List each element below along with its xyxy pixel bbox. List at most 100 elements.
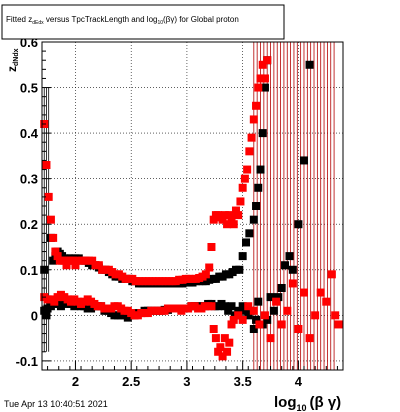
data-point: [62, 261, 71, 270]
data-point: [238, 302, 247, 311]
data-point: [322, 297, 331, 306]
data-point: [269, 306, 278, 315]
data-point: [94, 261, 103, 270]
data-point: [285, 252, 294, 261]
title-box: Fitted zdEdx versus TpcTrackLength and l…: [1, 4, 285, 40]
title-box-frame: [1, 4, 285, 40]
data-point: [207, 302, 216, 311]
data-point: [42, 161, 51, 169]
data-point: [288, 265, 297, 274]
data-point: [244, 302, 253, 311]
data-point: [258, 129, 267, 138]
data-point: [227, 213, 236, 222]
data-point: [211, 334, 220, 343]
data-point: [263, 56, 272, 65]
data-point: [334, 320, 343, 329]
data-point: [272, 297, 281, 306]
data-point: [224, 306, 233, 315]
data-point: [209, 215, 218, 224]
data-point: [316, 288, 325, 297]
data-point: [252, 101, 261, 110]
data-point: [260, 83, 269, 92]
data-point: [201, 270, 210, 279]
data-point: [266, 293, 275, 302]
data-point: [223, 347, 232, 356]
data-point: [220, 211, 229, 220]
x-tick-label: 3.5: [234, 374, 252, 389]
data-point: [294, 220, 303, 229]
data-points: [40, 56, 343, 361]
data-point: [256, 165, 265, 174]
data-point: [281, 261, 290, 270]
data-point: [53, 252, 62, 261]
data-point: [277, 284, 286, 292]
data-point: [254, 83, 263, 92]
data-point: [234, 211, 243, 220]
data-point: [245, 229, 254, 238]
data-point: [56, 302, 65, 311]
data-point: [256, 74, 265, 83]
data-point: [49, 256, 58, 265]
data-point: [274, 293, 283, 302]
x-tick-label: 2.5: [122, 374, 140, 389]
data-point: [234, 306, 243, 315]
data-point: [88, 256, 97, 265]
data-point: [223, 220, 232, 229]
data-point: [252, 315, 261, 324]
data-point: [216, 343, 225, 352]
data-point: [44, 192, 53, 201]
data-point: [243, 165, 252, 174]
data-point: [238, 315, 247, 324]
data-point: [238, 183, 247, 192]
data-point: [247, 133, 256, 142]
y-axis-title: zdNdx: [5, 48, 20, 72]
data-point: [245, 147, 254, 156]
data-point: [266, 334, 275, 343]
y-tick-label: 0.3: [20, 172, 38, 187]
data-point: [263, 315, 272, 324]
data-point: [254, 297, 263, 306]
data-point: [244, 311, 253, 320]
data-point: [207, 243, 216, 251]
data-point: [327, 270, 336, 279]
data-point: [255, 320, 264, 329]
data-point: [277, 320, 286, 329]
data-point: [305, 334, 314, 343]
data-point: [220, 334, 229, 343]
data-point: [311, 311, 320, 320]
x-tick-labels: 2 2.5 3 3.5 4: [72, 374, 303, 389]
data-point: [299, 156, 308, 165]
data-point: [294, 325, 303, 333]
x-tick-label: 2: [72, 374, 79, 389]
data-point: [231, 206, 240, 215]
data-point: [50, 297, 59, 306]
data-point: [227, 320, 236, 329]
data-point: [46, 215, 55, 224]
y-tick-label: 0.4: [20, 126, 39, 141]
chart-title: Fitted zdEdx versus TpcTrackLength and l…: [6, 15, 239, 26]
data-point: [60, 256, 69, 265]
data-point: [260, 74, 269, 83]
data-point: [240, 306, 249, 315]
x-tick-label: 4: [295, 374, 303, 389]
data-point: [205, 263, 214, 272]
data-point: [229, 220, 238, 229]
data-point: [234, 311, 243, 320]
data-point: [254, 183, 263, 192]
data-point: [236, 197, 245, 206]
data-point: [299, 288, 308, 297]
data-point: [214, 347, 223, 356]
error-bars: [43, 42, 335, 370]
y-tick-label: 0.1: [20, 263, 38, 278]
y-tick-label: 0.2: [20, 217, 38, 232]
data-point: [235, 265, 244, 274]
data-point: [225, 338, 234, 347]
data-point: [218, 352, 227, 361]
svg-text:zdNdx: zdNdx: [5, 48, 20, 72]
data-point: [258, 60, 267, 69]
y-tick-label: 0.5: [20, 81, 38, 96]
axis-ticks: [42, 41, 338, 371]
data-point: [229, 315, 238, 324]
x-axis-title: log10 (β γ): [274, 394, 341, 412]
